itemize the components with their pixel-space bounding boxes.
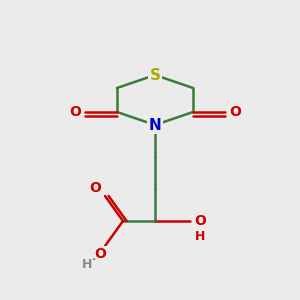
Text: H: H — [82, 257, 92, 271]
Text: N: N — [148, 118, 161, 133]
Text: O: O — [94, 247, 106, 261]
Text: O: O — [229, 105, 241, 119]
Text: O: O — [194, 214, 206, 228]
Text: ·: · — [92, 255, 96, 265]
Text: H: H — [195, 230, 205, 244]
Text: O: O — [89, 181, 101, 195]
Text: O: O — [69, 105, 81, 119]
Text: S: S — [149, 68, 161, 82]
